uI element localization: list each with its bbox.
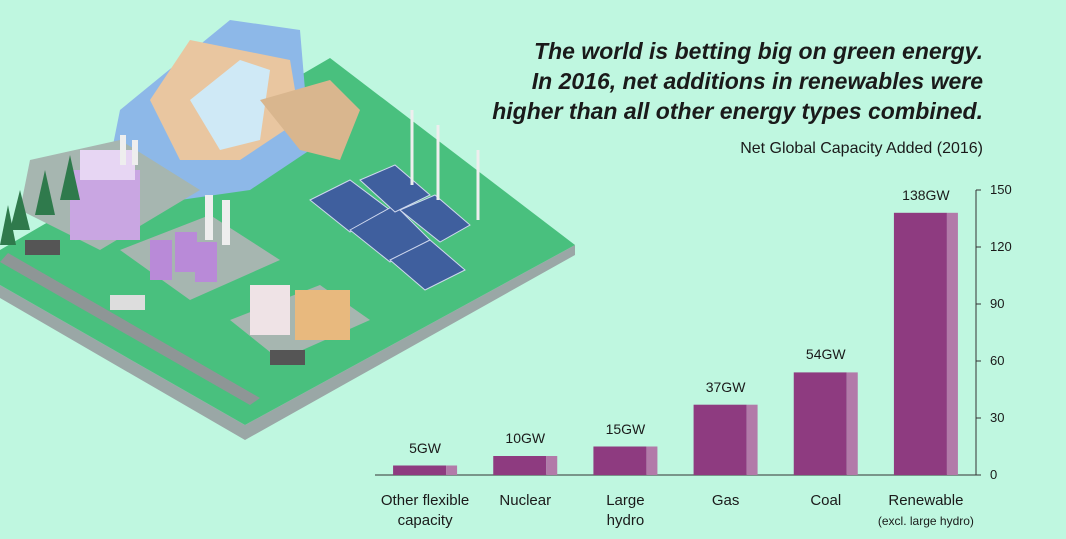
value-label: 37GW — [705, 378, 746, 395]
x-tick-label: Large hydro — [606, 492, 645, 529]
y-tick-label: 30 — [990, 410, 1005, 425]
bar-face — [393, 465, 447, 475]
bar-face — [493, 456, 547, 475]
bar-face — [693, 404, 747, 475]
bar — [793, 372, 858, 475]
bar-side — [846, 372, 858, 475]
value-label: 10GW — [505, 430, 546, 446]
x-tick-label: Gas — [711, 492, 740, 509]
category-note: (excl. large hydro) — [877, 514, 974, 528]
bar-side — [646, 446, 658, 475]
bar-face — [593, 446, 647, 475]
bar — [893, 212, 958, 476]
bar-face — [893, 212, 947, 476]
y-tick-label: 90 — [990, 296, 1005, 311]
x-tick-label: Coal — [810, 492, 842, 509]
bar — [393, 465, 458, 475]
x-tick-label: Other flexible capacity — [380, 492, 470, 529]
bar-side — [446, 465, 458, 475]
value-label: 15GW — [605, 420, 646, 437]
value-label: 54GW — [805, 346, 846, 363]
bar — [693, 404, 758, 475]
y-tick-label: 120 — [990, 239, 1012, 254]
bar — [593, 446, 658, 475]
illustration — [0, 20, 575, 440]
value-label: 5GW — [409, 439, 442, 456]
x-tick-label: Renewable — [888, 492, 964, 509]
y-tick-label: 0 — [990, 467, 998, 482]
bar-face — [793, 372, 847, 475]
bar-side — [946, 212, 958, 476]
bar-side — [746, 404, 758, 475]
bar — [493, 456, 558, 475]
title: The world is betting big on green energy… — [492, 38, 983, 124]
bar-side — [546, 456, 558, 475]
subtitle: Net Global Capacity Added (2016) — [740, 140, 983, 157]
y-tick-label: 150 — [990, 182, 1012, 197]
x-tick-label: Nuclear — [499, 492, 552, 509]
value-label: 138GW — [902, 186, 950, 203]
y-tick-label: 60 — [990, 353, 1005, 368]
